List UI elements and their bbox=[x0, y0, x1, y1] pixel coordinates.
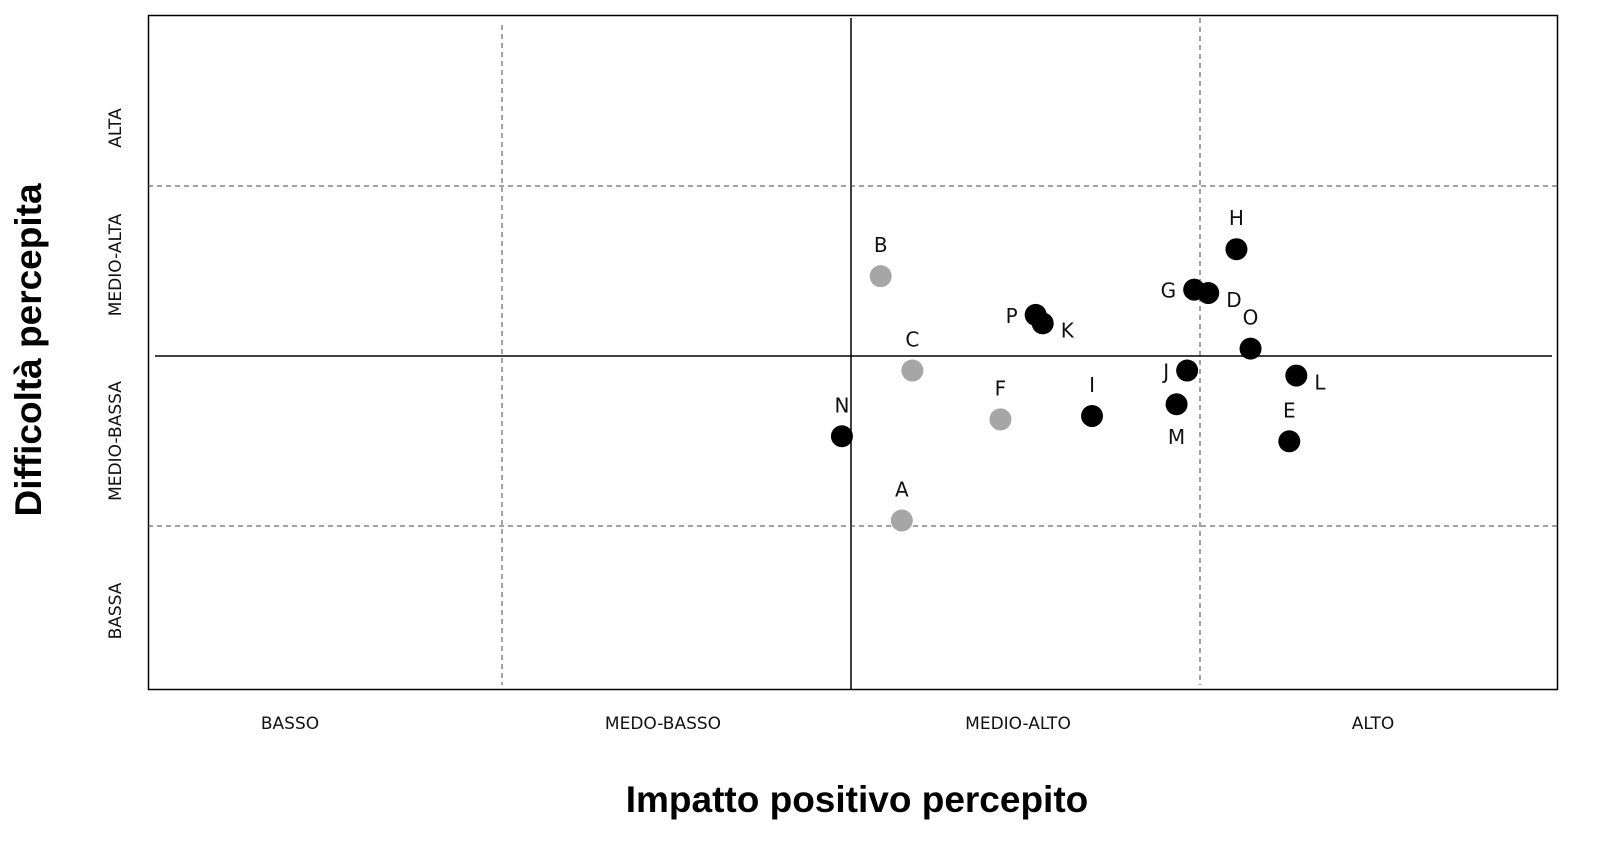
x-axis-title: Impatto positivo percepito bbox=[626, 779, 1089, 820]
data-point-A bbox=[890, 509, 913, 532]
data-point-M bbox=[1165, 393, 1188, 416]
x-tick-label: BASSO bbox=[261, 714, 319, 734]
data-label-O: O bbox=[1243, 306, 1259, 330]
data-label-K: K bbox=[1061, 318, 1075, 342]
data-label-B: B bbox=[874, 233, 888, 257]
plot-frame bbox=[147, 14, 1559, 691]
data-label-G: G bbox=[1161, 279, 1177, 303]
data-point-J bbox=[1176, 359, 1199, 382]
data-point-E bbox=[1278, 430, 1301, 453]
data-label-I: I bbox=[1089, 373, 1095, 397]
data-point-I bbox=[1081, 405, 1104, 428]
data-label-C: C bbox=[905, 328, 919, 352]
data-point-H bbox=[1225, 238, 1248, 261]
y-tick-label: BASSA bbox=[106, 582, 126, 639]
data-point-D bbox=[1197, 282, 1220, 305]
data-point-K bbox=[1031, 312, 1054, 335]
x-tick-label: MEDIO-ALTO bbox=[965, 714, 1071, 734]
data-label-E: E bbox=[1283, 398, 1296, 422]
y-tick-label: MEDIO-ALTA bbox=[106, 213, 126, 316]
data-point-L bbox=[1285, 364, 1308, 387]
data-point-N bbox=[830, 425, 853, 448]
data-label-M: M bbox=[1168, 425, 1185, 449]
data-points: A B C F N I P K J M G D H O LE bbox=[830, 206, 1326, 532]
data-label-A: A bbox=[895, 478, 909, 502]
data-point-O bbox=[1239, 337, 1262, 360]
data-label-D: D bbox=[1226, 288, 1241, 312]
data-label-J: J bbox=[1161, 360, 1169, 384]
y-tick-label: MEDIO-BASSA bbox=[106, 381, 126, 501]
data-label-P: P bbox=[1006, 304, 1018, 328]
y-axis-title: Difficoltà percepita bbox=[8, 183, 49, 516]
data-label-L: L bbox=[1314, 371, 1326, 395]
data-label-N: N bbox=[834, 393, 849, 417]
x-tick-label: MEDO-BASSO bbox=[605, 714, 721, 734]
data-label-H: H bbox=[1229, 206, 1244, 230]
x-tick-label: ALTO bbox=[1352, 714, 1395, 734]
data-point-B bbox=[869, 265, 892, 288]
data-label-F: F bbox=[995, 376, 1007, 400]
y-tick-label: ALTA bbox=[106, 108, 126, 148]
data-point-C bbox=[901, 359, 924, 382]
data-point-F bbox=[989, 408, 1012, 431]
